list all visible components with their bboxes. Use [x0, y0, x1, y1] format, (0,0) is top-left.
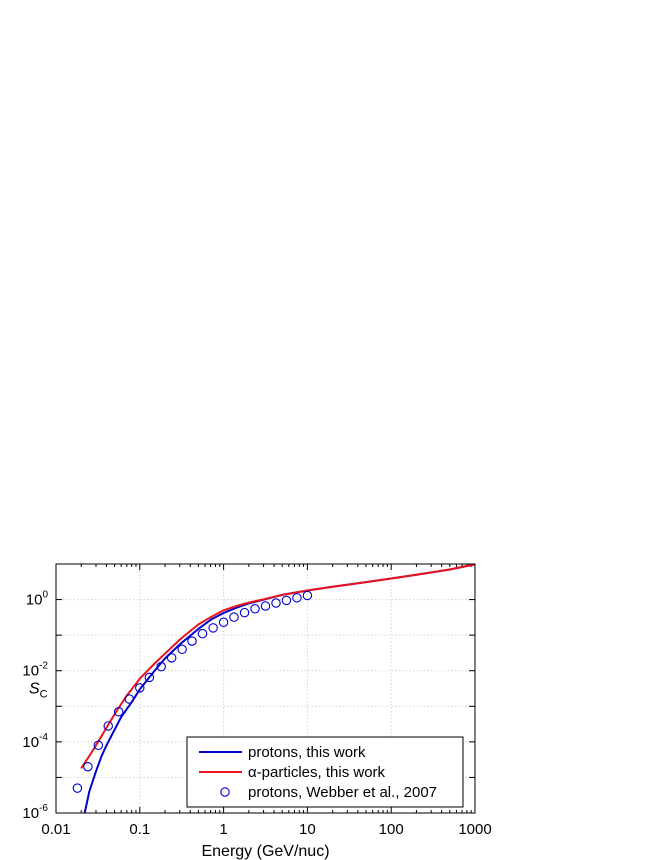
data-point: [166, 653, 177, 663]
y-axis-title-sub: C: [40, 689, 48, 701]
y-tick-exponent: -2: [39, 661, 48, 672]
data-point: [218, 617, 229, 628]
data-point: [103, 721, 113, 731]
data-point: [177, 644, 187, 655]
y-tick-base: 10: [22, 734, 39, 751]
y-tick-label: 10-6: [22, 803, 48, 822]
data-point: [250, 604, 260, 614]
x-tick-label: 1: [219, 821, 227, 838]
data-point: [281, 595, 292, 606]
legend: protons, this work α-particles, this work…: [186, 736, 464, 808]
data-point: [271, 598, 281, 608]
y-tick-base: 10: [22, 805, 39, 822]
data-point: [113, 707, 124, 717]
plot-frame: [55, 563, 476, 814]
y-tick-exponent: -4: [39, 732, 48, 743]
series-line-1: [80, 564, 475, 769]
data-point: [72, 783, 83, 793]
x-axis: 0.01 0.1 1 10 100 1000: [41, 564, 492, 838]
legend-label: protons, this work: [248, 744, 366, 761]
data-point: [229, 612, 239, 622]
data-point: [239, 607, 250, 618]
x-tick-label: 10: [299, 821, 316, 838]
data-point: [135, 683, 145, 693]
legend-swatch-marker: [220, 787, 230, 797]
y-tick-label: 10-4: [22, 732, 48, 751]
y-tick-exponent: -6: [39, 803, 48, 814]
legend-label: protons, Webber et al., 2007: [248, 784, 437, 801]
y-axis-title: SC: [29, 681, 48, 701]
data-point: [156, 661, 166, 672]
data-point: [208, 623, 218, 633]
data-point: [144, 672, 155, 683]
x-tick-label: 0.01: [41, 821, 70, 838]
data-point: [93, 740, 104, 751]
series-layer: [72, 564, 475, 813]
x-tick-label: 0.1: [129, 821, 150, 838]
legend-label: α-particles, this work: [248, 764, 386, 781]
x-tick-label: 1000: [458, 821, 491, 838]
y-tick-base: 10: [22, 663, 39, 680]
data-point: [292, 593, 302, 603]
data-point: [187, 636, 197, 646]
y-tick-label: 100: [26, 590, 49, 609]
y-tick-base: 10: [26, 592, 43, 609]
x-axis-title: Energy (GeV/nuc): [201, 843, 329, 860]
x-tick-label: 100: [379, 821, 404, 838]
y-tick-label: 10-2: [22, 661, 48, 680]
data-point: [302, 590, 313, 601]
data-point: [124, 694, 135, 704]
y-tick-exponent: 0: [42, 590, 48, 601]
data-point: [83, 761, 93, 772]
data-point: [197, 628, 208, 639]
data-point: [260, 601, 271, 611]
y-axis-title-main: S: [29, 681, 40, 698]
